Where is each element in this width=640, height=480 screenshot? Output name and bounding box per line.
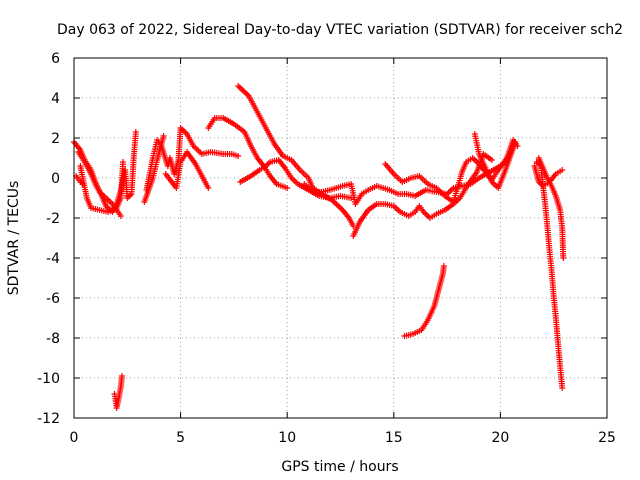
y-tick-label: -12 — [37, 411, 60, 427]
data-point-marker — [440, 263, 447, 269]
series-sat-s — [531, 163, 566, 189]
x-tick-label: 10 — [278, 430, 296, 446]
data-point-marker — [512, 139, 519, 145]
data-point-marker — [205, 185, 212, 191]
data-point-marker — [160, 133, 167, 139]
y-axis-label: SDTVAR / TECUs — [6, 181, 22, 296]
series-sat-d — [73, 173, 86, 187]
x-axis-label: GPS time / hours — [281, 459, 398, 475]
y-tick-label: 4 — [51, 91, 60, 107]
data-point-marker — [118, 373, 125, 379]
data-point-marker — [559, 385, 566, 391]
series-sat-o — [471, 131, 519, 191]
chart-title: Day 063 of 2022, Sidereal Day-to-day VTE… — [57, 22, 623, 38]
series-sat-q — [533, 159, 566, 391]
y-tick-label: -8 — [46, 331, 60, 347]
series-sat-j — [235, 83, 357, 229]
series-sat-g — [143, 125, 242, 193]
y-tick-label: -10 — [37, 371, 60, 387]
x-axis-ticks: 0 5 10 15 20 25 — [70, 58, 616, 446]
y-tick-label: 0 — [51, 171, 60, 187]
series-sat-r — [535, 155, 567, 261]
data-point-marker — [235, 153, 242, 159]
series-sat-e — [111, 373, 125, 411]
plot-frame — [73, 57, 608, 419]
grid — [74, 58, 607, 418]
series-sat-c — [77, 159, 127, 215]
data-point-marker — [284, 185, 291, 191]
x-tick-label: 15 — [385, 430, 403, 446]
data-point-marker — [120, 159, 127, 165]
series-sat-m — [350, 151, 495, 239]
data-point-marker — [488, 157, 495, 163]
x-tick-label: 20 — [491, 430, 509, 446]
series-sat-p — [401, 263, 447, 339]
data-point-marker — [560, 255, 567, 261]
y-tick-label: -2 — [46, 211, 60, 227]
x-tick-label: 25 — [598, 430, 616, 446]
data-point-marker — [79, 181, 86, 187]
series-sat-i — [205, 115, 291, 191]
y-tick-label: -4 — [46, 251, 60, 267]
y-tick-label: 2 — [51, 131, 60, 147]
series-sat-h — [162, 149, 212, 191]
y-tick-label: -6 — [46, 291, 60, 307]
y-tick-label: 6 — [51, 51, 60, 67]
data-point-marker — [132, 129, 139, 135]
data-point-marker — [559, 167, 566, 173]
series-sat-n — [382, 137, 521, 205]
y-axis-ticks: -12 -10 -8 -6 -4 -2 0 2 4 6 — [37, 51, 607, 427]
x-tick-label: 0 — [70, 430, 79, 446]
x-tick-label: 5 — [176, 430, 185, 446]
data-point-marker — [117, 213, 124, 219]
data-points — [71, 83, 567, 411]
series-sat-b — [75, 149, 124, 219]
